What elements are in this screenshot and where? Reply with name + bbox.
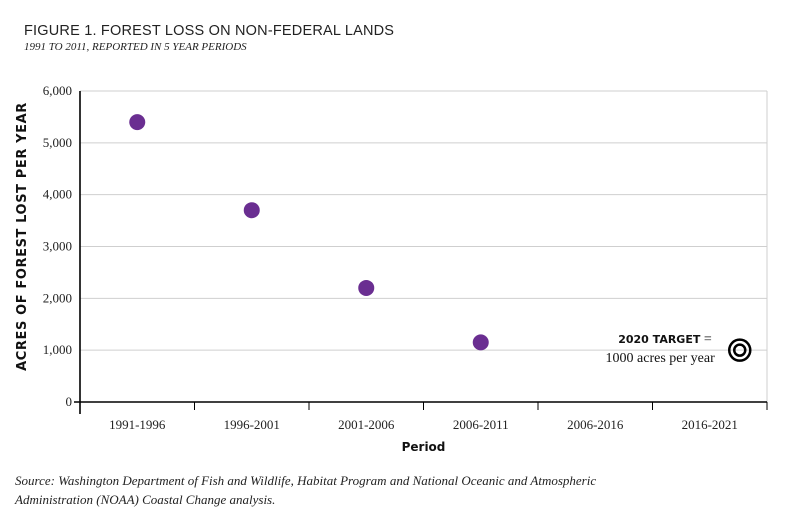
y-tick-label: 5,000	[43, 135, 72, 150]
x-tick-label: 2001-2006	[338, 417, 395, 432]
chart-subtitle: 1991 TO 2011, REPORTED IN 5 YEAR PERIODS	[24, 41, 247, 53]
x-axis: 1991-1996 1996-2001 2001-2006 2006-2011 2006…	[74, 401, 768, 454]
y-tick-label: 2,000	[43, 290, 72, 305]
y-tick-label: 1,000	[43, 342, 72, 357]
grid-lines	[80, 90, 768, 402]
target-marker-outer	[728, 338, 752, 362]
y-tick-label: 3,000	[43, 239, 72, 254]
y-tick-label: 0	[66, 394, 73, 409]
data-point	[472, 334, 489, 351]
data-point	[243, 202, 260, 219]
x-tick-label: 2006-2016	[567, 417, 624, 432]
source-note: Source: Washington Department of Fish an…	[15, 473, 597, 507]
x-tick-label: 2006-2011	[453, 417, 509, 432]
data-point	[129, 114, 146, 131]
y-axis-title: ACRES OF FOREST LOST PER YEAR	[15, 102, 30, 371]
x-axis-title: Period	[402, 440, 446, 454]
scatter-chart: 0 1,000 2,000 3,000 4,000 5,000 6,000 ACRES OF …	[15, 83, 768, 454]
target-label-line2: 1000 acres per year	[606, 351, 716, 366]
target-annotation: 2020 TARGET = 1000 acres per year	[606, 332, 752, 366]
y-axis: 0 1,000 2,000 3,000 4,000 5,000 6,000 ACRES OF …	[15, 83, 81, 414]
x-tick-label: 2016-2021	[682, 417, 738, 432]
x-tick-label: 1996-2001	[224, 417, 280, 432]
x-tick-label: 1991-1996	[109, 417, 166, 432]
y-tick-label: 4,000	[43, 187, 72, 202]
target-marker-inner	[733, 343, 747, 357]
data-point	[358, 279, 375, 296]
chart-title: FIGURE 1. FOREST LOSS ON NON-FEDERAL LAN…	[24, 23, 395, 39]
data-points	[129, 114, 489, 351]
y-tick-label: 6,000	[43, 83, 72, 98]
target-label: 2020 TARGET =	[618, 332, 712, 347]
